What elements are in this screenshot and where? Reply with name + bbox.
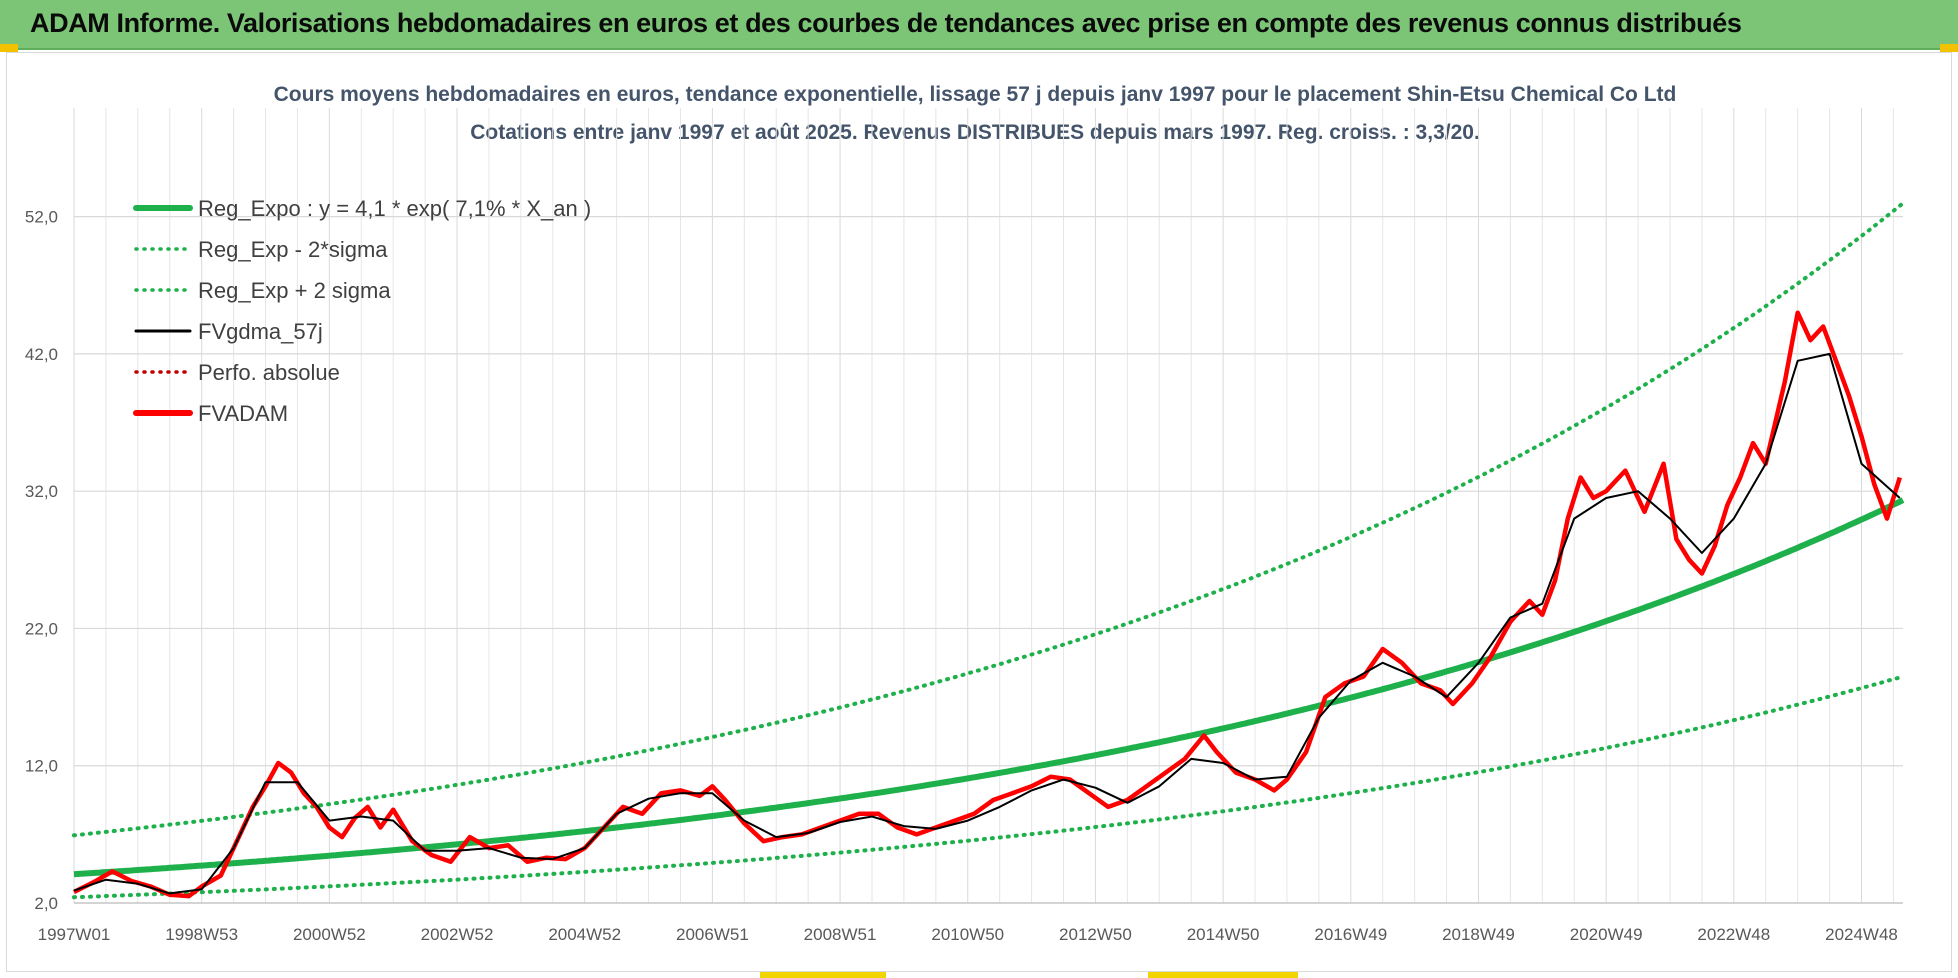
x-tick-label: 2012W50 (1059, 925, 1132, 944)
x-tick-label: 2010W50 (931, 925, 1004, 944)
series-fvgdma-57j (73, 352, 1901, 895)
legend-label: Reg_Expo : y = 4,1 * exp( 7,1% * X_an ) (198, 196, 591, 221)
report-title: ADAM Informe. Valorisations hebdomadaire… (30, 8, 1742, 38)
x-tick-label: 1998W53 (165, 925, 238, 944)
series-reg-exp-minus-2sigma (72, 674, 1905, 900)
sheet-tab-marker (760, 972, 886, 978)
x-tick-label: 2008W51 (804, 925, 877, 944)
x-tick-label: 2018W49 (1442, 925, 1515, 944)
banner-accent-right (1940, 44, 1958, 52)
series-reg-expo (73, 497, 1905, 878)
y-tick-label: 2,0 (34, 894, 58, 913)
legend-label: Reg_Exp - 2*sigma (198, 237, 388, 262)
legend-label: FVgdma_57j (198, 319, 323, 344)
x-tick-label: 2000W52 (293, 925, 366, 944)
legend-label: Perfo. absolue (198, 360, 340, 385)
chart-frame (6, 52, 1952, 972)
banner-accent-left (0, 44, 18, 52)
x-tick-label: 2014W50 (1187, 925, 1260, 944)
x-tick-label: 2024W48 (1825, 925, 1898, 944)
legend-label: FVADAM (198, 401, 288, 426)
chart-title-line-1: Cours moyens hebdomadaires en euros, ten… (274, 83, 1677, 106)
x-tick-label: 1997W01 (38, 925, 111, 944)
y-tick-label: 52,0 (25, 208, 58, 227)
sheet-tab-marker (1148, 972, 1298, 978)
chart-gridlines (73, 108, 1903, 904)
y-tick-label: 42,0 (25, 345, 58, 364)
series-reg-exp-plus-2sigma (72, 201, 1905, 838)
x-tick-label: 2004W52 (548, 925, 621, 944)
y-tick-label: 12,0 (25, 757, 58, 776)
x-tick-label: 2016W49 (1314, 925, 1387, 944)
x-tick-label: 2022W48 (1697, 925, 1770, 944)
legend-label: Reg_Exp + 2 sigma (198, 278, 391, 303)
chart-legend: Reg_Expo : y = 4,1 * exp( 7,1% * X_an ) R… (133, 196, 591, 426)
chart-title-line-2: Cotations entre janv 1997 et août 2025. … (470, 121, 1480, 144)
x-tick-label: 2002W52 (421, 925, 494, 944)
y-axis: 2,0 12,0 22,0 32,0 42,0 52,0 (25, 208, 58, 913)
series-fvadam (72, 310, 1902, 899)
x-tick-label: 2020W49 (1570, 925, 1643, 944)
x-tick-label: 2006W51 (676, 925, 749, 944)
y-tick-label: 22,0 (25, 619, 58, 638)
y-tick-label: 32,0 (25, 482, 58, 501)
report-banner: ADAM Informe. Valorisations hebdomadaire… (0, 0, 1958, 52)
x-axis: 1997W01 1998W53 2000W52 2002W52 2004W52 2006W… (38, 902, 1903, 944)
plot-series (72, 201, 1905, 900)
